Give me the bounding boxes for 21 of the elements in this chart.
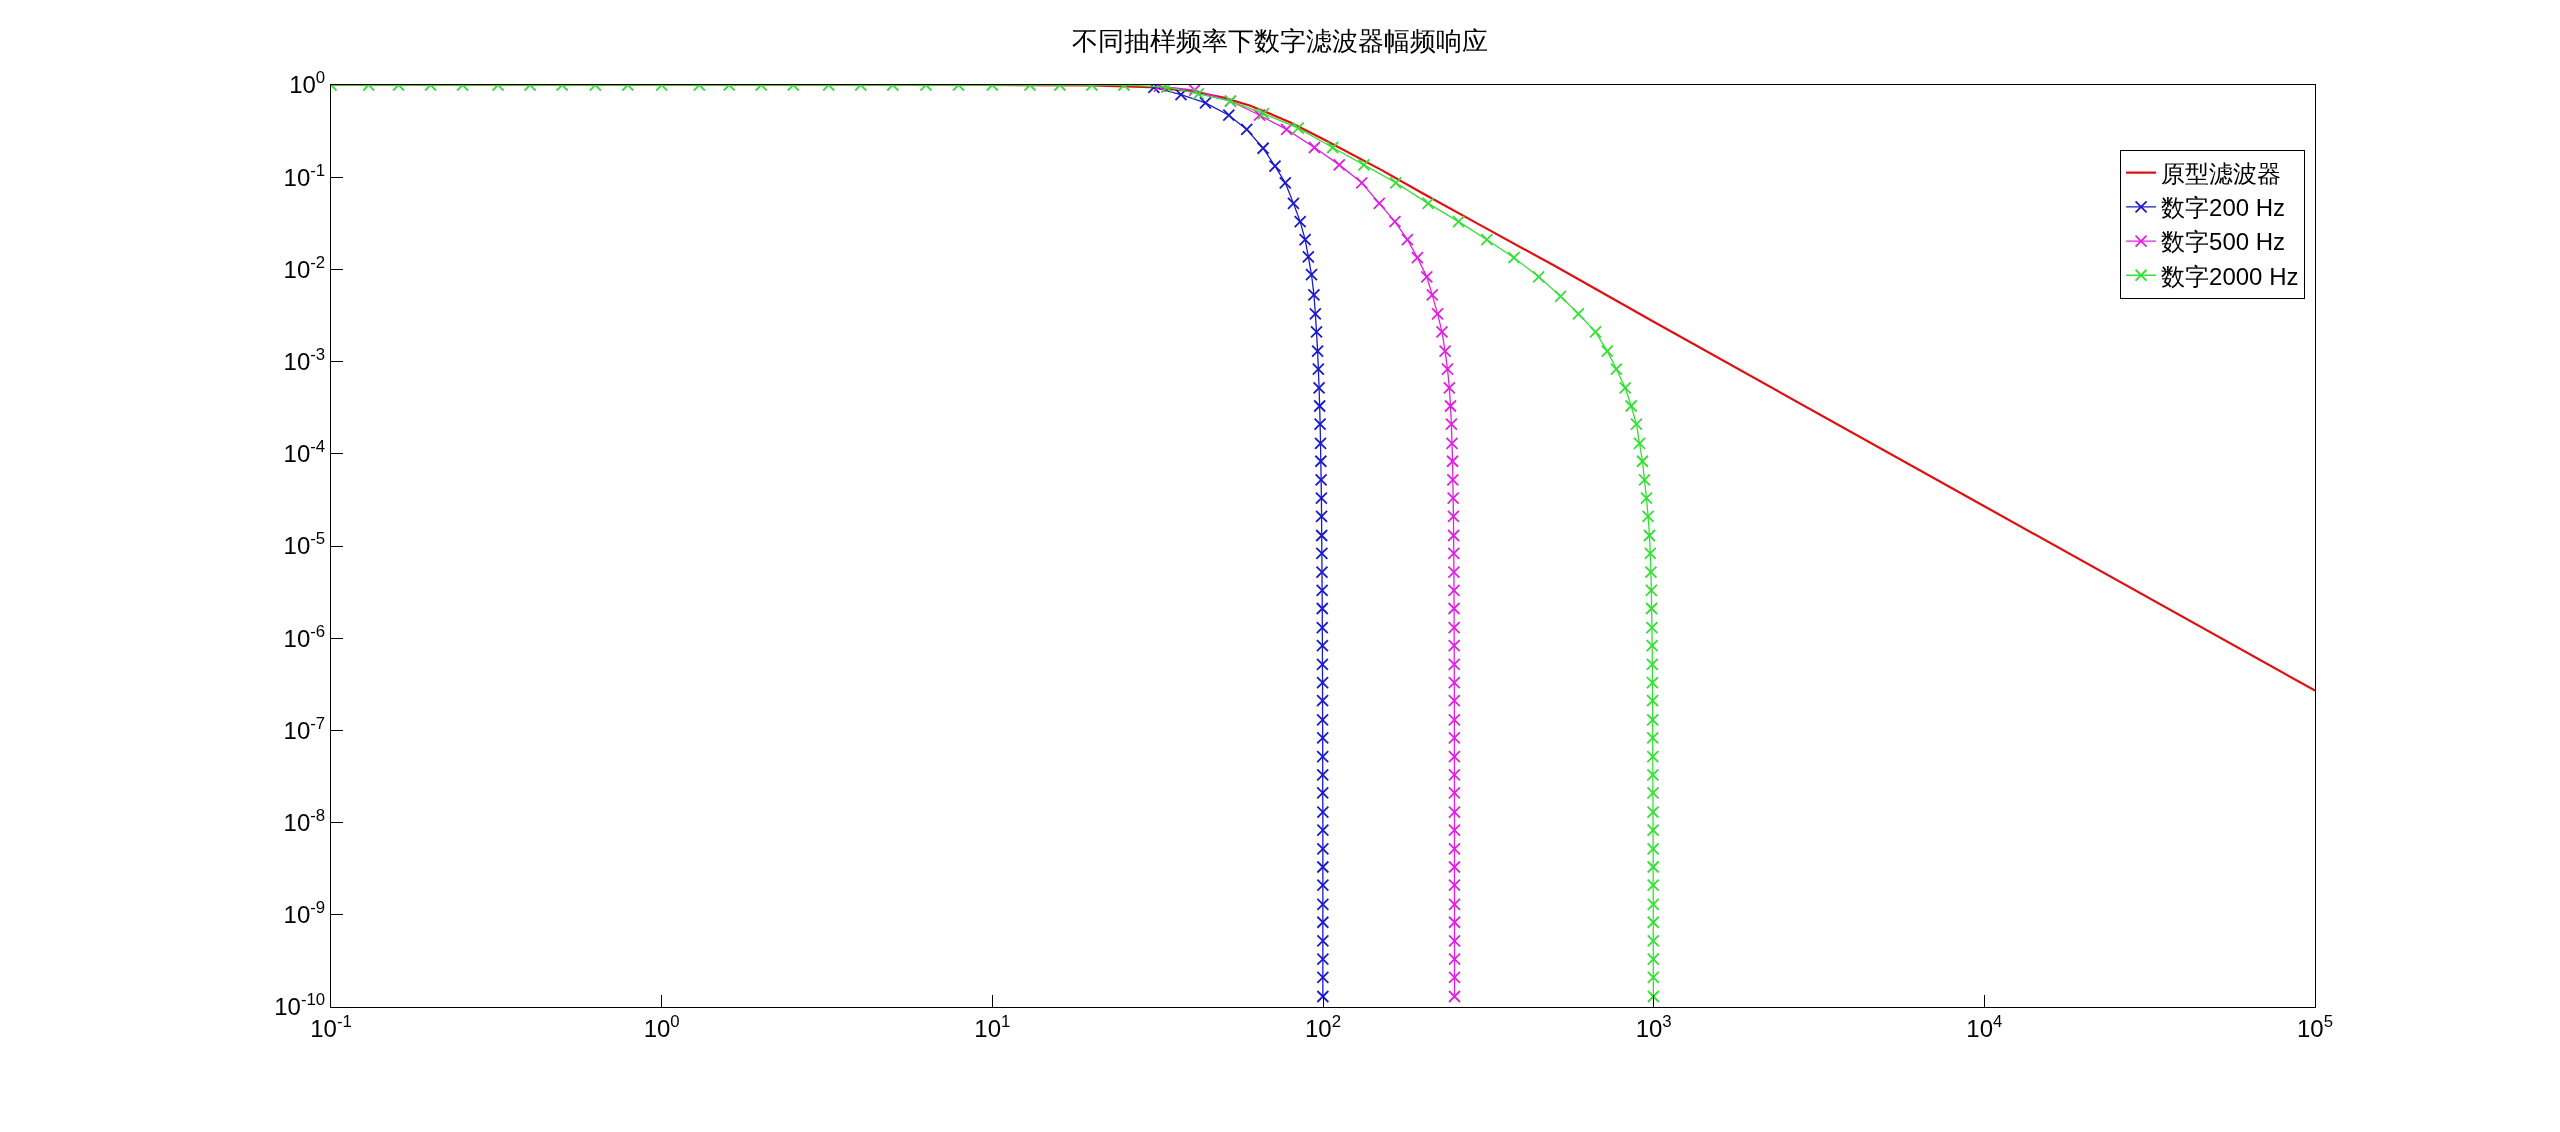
x-tick-label: 10$^{0}$ bbox=[643, 1011, 680, 1042]
chart-title: 不同抽样频率下数字滤波器幅频响应 bbox=[1072, 26, 1488, 56]
y-tick-label: 10$^{-8}$ bbox=[283, 805, 326, 836]
x-tick-label: 10$^{3}$ bbox=[1635, 1011, 1672, 1042]
y-tick-label: 10$^{-6}$ bbox=[283, 621, 326, 652]
y-tick-label: 10$^{0}$ bbox=[289, 68, 326, 99]
y-tick-label: 10$^{-1}$ bbox=[283, 160, 326, 191]
legend-label: 数字2000 Hz bbox=[2161, 262, 2299, 290]
y-tick-label: 10$^{-5}$ bbox=[283, 529, 326, 560]
y-tick-label: 10$^{-3}$ bbox=[283, 344, 326, 375]
legend-label: 数字200 Hz bbox=[2161, 194, 2286, 222]
legend-label: 原型滤波器 bbox=[2161, 160, 2282, 187]
y-tick-label: 10$^{-4}$ bbox=[283, 437, 326, 468]
y-tick-label: 10$^{-9}$ bbox=[283, 898, 326, 929]
x-tick-label: 10$^{2}$ bbox=[1304, 1011, 1342, 1042]
x-tick-label: 10$^{4}$ bbox=[1966, 1011, 2003, 1042]
legend-label: 数字500 Hz bbox=[2161, 228, 2286, 256]
y-tick-label: 10$^{-7}$ bbox=[283, 713, 326, 744]
x-tick-label: 10$^{5}$ bbox=[2296, 1011, 2334, 1042]
x-tick-label: 10$^{1}$ bbox=[974, 1011, 1011, 1042]
y-tick-label: 10$^{-2}$ bbox=[283, 252, 326, 283]
